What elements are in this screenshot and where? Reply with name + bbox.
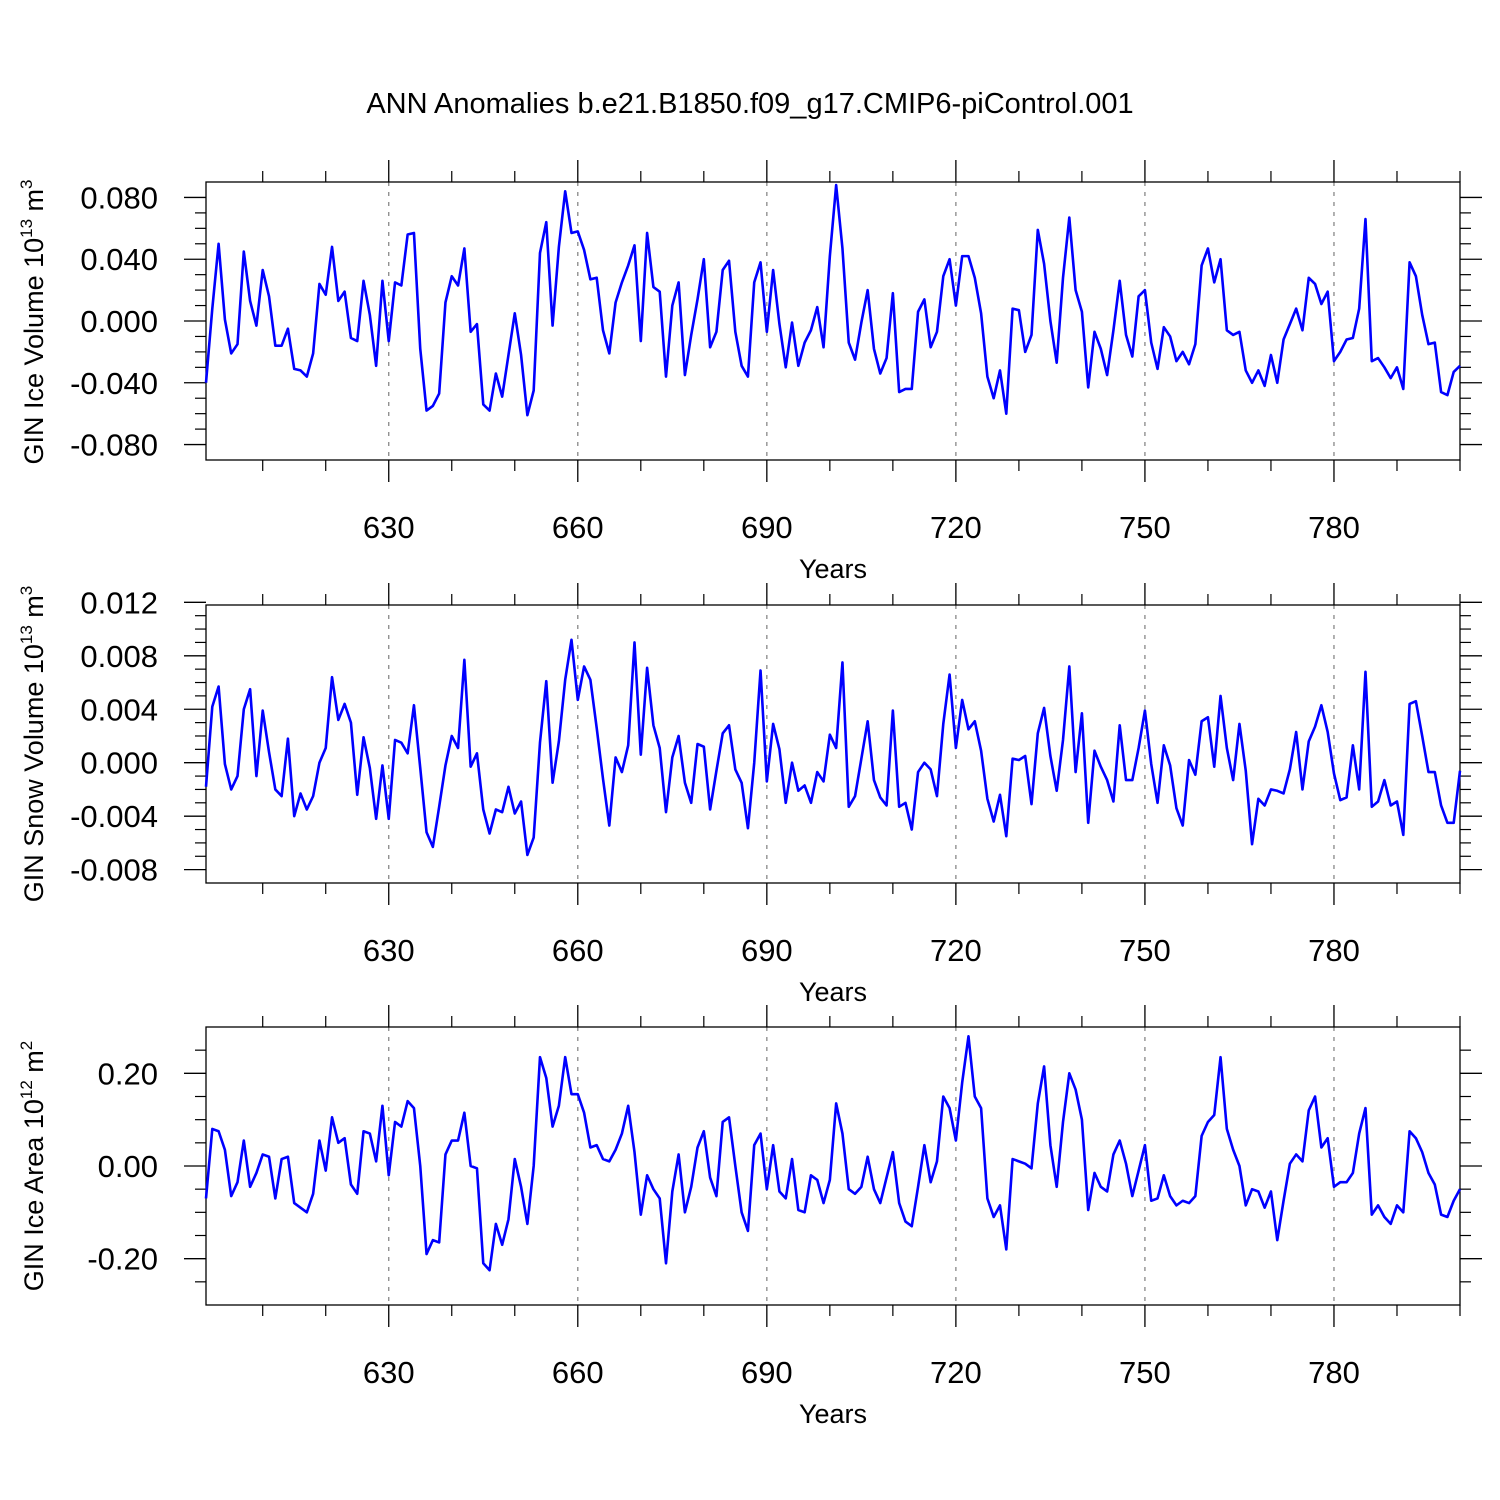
x-tick-label: 780 <box>1308 1355 1360 1390</box>
y-tick-label: -0.080 <box>70 428 158 463</box>
y-tick-label: -0.008 <box>70 853 158 888</box>
x-axis-title: Years <box>799 554 867 584</box>
y-tick-label: -0.004 <box>70 799 158 834</box>
plot-frame <box>205 1026 1461 1306</box>
x-tick-label: 630 <box>363 1355 415 1390</box>
y-tick-label: 0.012 <box>80 585 158 620</box>
y-tick-label: 0.008 <box>80 639 158 674</box>
x-tick-label: 660 <box>552 1355 604 1390</box>
x-tick-label: 780 <box>1308 510 1360 545</box>
series-line <box>204 1034 1462 1272</box>
y-tick-label: 0.20 <box>98 1056 158 1091</box>
y-tick-label: 0.004 <box>80 692 158 727</box>
y-tick-label: 0.000 <box>80 304 158 339</box>
y-tick-label: 0.00 <box>98 1149 158 1184</box>
series-line <box>204 638 1462 857</box>
x-tick-label: 750 <box>1119 1355 1171 1390</box>
x-tick-label: 720 <box>930 510 982 545</box>
x-tick-label: 720 <box>930 1355 982 1390</box>
panel-ice-volume: 630 660 690 720 750 780 0.080 0.040 0.000 -0.040 -… <box>17 160 1482 584</box>
plot-frame <box>205 604 1461 884</box>
y-axis-title: GIN Ice Area 1012 m2 <box>17 1041 49 1292</box>
x-tick-label: 690 <box>741 510 793 545</box>
x-tick-label: 630 <box>363 510 415 545</box>
y-axis-title: GIN Snow Volume 1013 m3 <box>17 586 49 903</box>
y-tick-label: -0.040 <box>70 366 158 401</box>
x-tick-label: 630 <box>363 933 415 968</box>
x-tick-label: 750 <box>1119 933 1171 968</box>
y-tick-label: 0.000 <box>80 746 158 781</box>
x-tick-label: 720 <box>930 933 982 968</box>
series-line <box>204 183 1461 417</box>
x-tick-label: 660 <box>552 933 604 968</box>
x-axis-title: Years <box>799 977 867 1007</box>
panel-snow-volume: 630 660 690 720 750 780 0.012 0.008 0.004 0.000 -0… <box>17 583 1482 1007</box>
x-axis-title: Years <box>799 1399 867 1429</box>
x-tick-label: 660 <box>552 510 604 545</box>
chart-title: ANN Anomalies b.e21.B1850.f09_g17.CMIP6-… <box>366 88 1134 120</box>
x-tick-label: 750 <box>1119 510 1171 545</box>
y-axis-title: GIN Ice Volume 1013 m3 <box>17 179 49 464</box>
x-tick-label: 780 <box>1308 933 1360 968</box>
y-tick-label: 0.080 <box>80 180 158 215</box>
x-tick-label: 690 <box>741 933 793 968</box>
y-tick-label: 0.040 <box>80 242 158 277</box>
panel-ice-area: 630 660 690 720 750 780 0.20 0.00 -0.20 Years GIN … <box>17 1005 1482 1429</box>
y-tick-label: -0.20 <box>87 1242 158 1277</box>
x-tick-label: 690 <box>741 1355 793 1390</box>
